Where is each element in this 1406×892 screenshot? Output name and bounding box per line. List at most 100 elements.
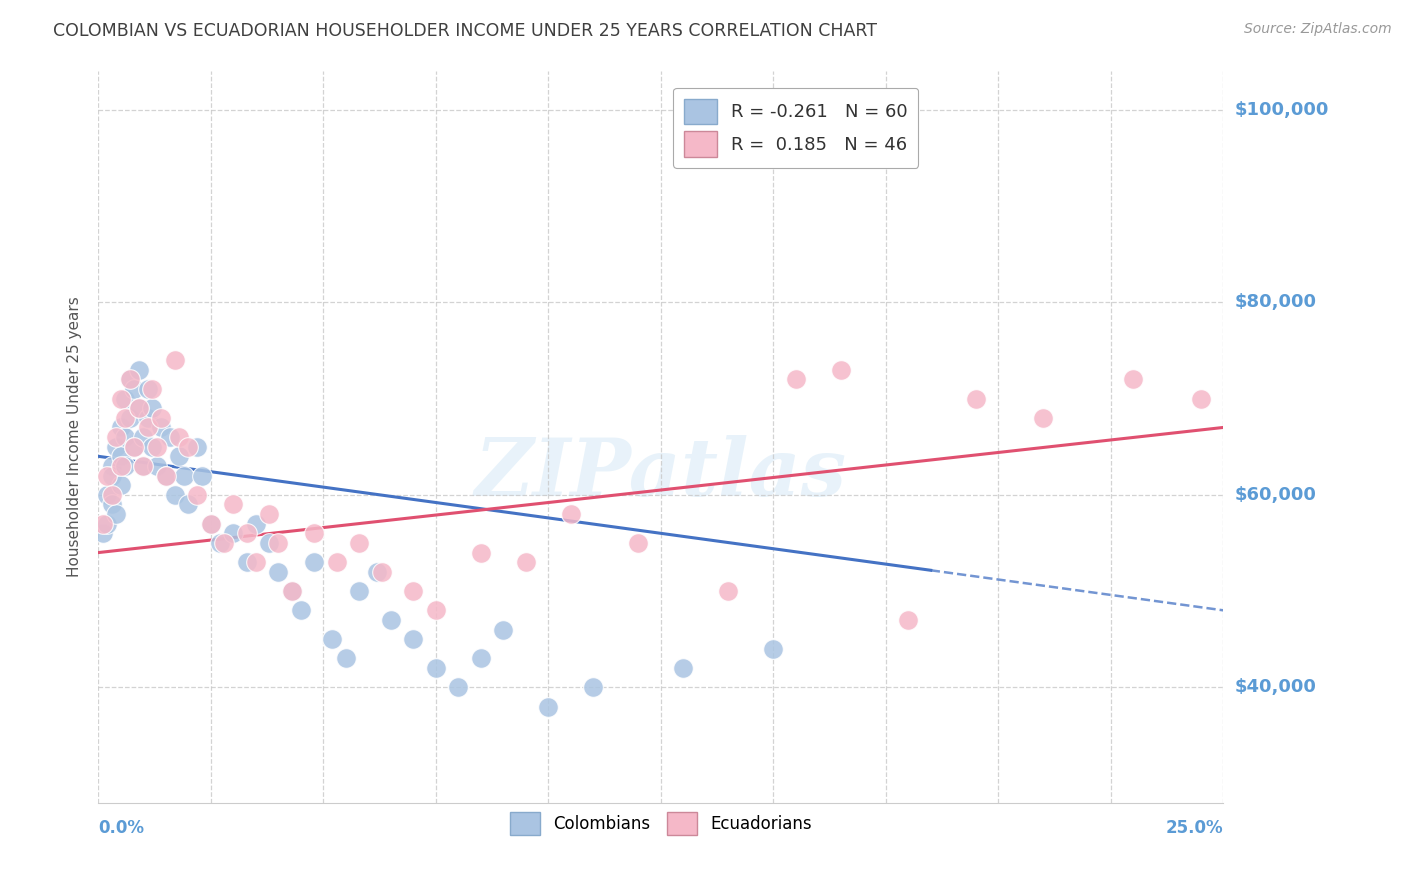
Point [222,498,245,512]
Point [335,651,357,665]
Point [965,392,987,406]
Point [267,536,290,550]
Point [110,420,132,434]
Point [96,488,118,502]
Point [326,555,349,569]
Point [150,410,173,425]
Y-axis label: Householder Income Under 25 years: Householder Income Under 25 years [67,297,83,577]
Point [163,353,186,368]
Point [132,458,155,473]
Point [177,440,200,454]
Point [236,526,259,541]
Point [349,584,371,599]
Point [96,516,118,531]
Point [214,536,236,550]
Point [402,632,425,647]
Point [128,401,150,416]
Point [1189,392,1212,406]
Point [163,488,186,502]
Point [762,641,785,656]
Point [110,458,132,473]
Point [672,661,695,675]
Point [304,526,326,541]
Point [101,488,124,502]
Point [110,450,132,464]
Text: $100,000: $100,000 [1234,101,1329,119]
Text: $40,000: $40,000 [1234,678,1316,697]
Text: COLOMBIAN VS ECUADORIAN HOUSEHOLDER INCOME UNDER 25 YEARS CORRELATION CHART: COLOMBIAN VS ECUADORIAN HOUSEHOLDER INCO… [53,22,877,40]
Point [1032,410,1054,425]
Point [169,450,191,464]
Point [259,507,281,521]
Point [132,458,155,473]
Point [402,584,425,599]
Point [447,681,470,695]
Point [105,507,128,521]
Point [200,516,222,531]
Point [114,392,136,406]
Point [141,440,163,454]
Point [132,430,155,444]
Point [267,565,290,579]
Point [141,382,163,396]
Point [110,478,132,492]
Point [515,555,537,569]
Point [191,468,214,483]
Point [96,468,118,483]
Point [425,603,447,617]
Point [136,410,159,425]
Point [492,623,515,637]
Point [114,430,136,444]
Point [208,536,231,550]
Point [114,410,136,425]
Point [124,440,146,454]
Point [897,613,920,627]
Point [281,584,304,599]
Point [91,526,114,541]
Point [290,603,312,617]
Point [101,458,124,473]
Point [124,382,146,396]
Point [146,440,169,454]
Text: $60,000: $60,000 [1234,486,1316,504]
Point [155,468,177,483]
Point [321,632,343,647]
Point [200,516,222,531]
Point [259,536,281,550]
Text: $80,000: $80,000 [1234,293,1316,311]
Point [371,565,394,579]
Point [150,420,173,434]
Point [1122,372,1144,386]
Point [245,516,267,531]
Point [173,468,195,483]
Point [366,565,388,579]
Point [146,458,169,473]
Text: ZIPatlas: ZIPatlas [475,435,846,512]
Point [128,362,150,376]
Point [537,699,560,714]
Point [245,555,267,569]
Point [236,555,259,569]
Point [169,430,191,444]
Point [105,440,128,454]
Point [114,458,136,473]
Point [470,545,492,559]
Point [124,440,146,454]
Point [177,498,200,512]
Point [349,536,371,550]
Text: Source: ZipAtlas.com: Source: ZipAtlas.com [1244,22,1392,37]
Point [118,372,141,386]
Point [101,468,124,483]
Point [281,584,304,599]
Point [627,536,650,550]
Point [118,410,141,425]
Text: 25.0%: 25.0% [1166,820,1223,838]
Point [136,420,159,434]
Point [128,401,150,416]
Point [110,392,132,406]
Point [159,430,181,444]
Point [470,651,492,665]
Point [222,526,245,541]
Point [785,372,807,386]
Point [380,613,402,627]
